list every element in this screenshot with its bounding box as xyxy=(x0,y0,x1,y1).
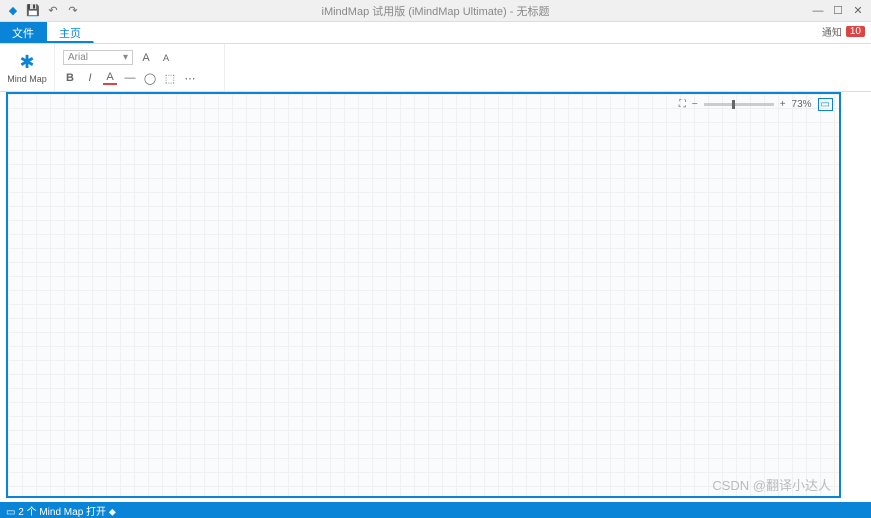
canvas[interactable]: ⛶ − + 73% ▭ xyxy=(6,92,841,498)
mindmap-icon: ✱ xyxy=(19,52,34,73)
mindmap-diagram[interactable] xyxy=(8,94,839,496)
ribbon-tabs: 文件 主页 xyxy=(0,22,871,44)
font-size-up[interactable]: A xyxy=(139,51,153,65)
font-size-down[interactable]: A xyxy=(159,51,173,65)
app-icon: ◆ xyxy=(6,4,20,18)
font-color-button[interactable]: A xyxy=(103,71,117,85)
bold-button[interactable]: B xyxy=(63,71,77,85)
shape-button[interactable]: ◯ xyxy=(143,71,157,85)
titlebar: ◆ 💾 ↶ ↷ iMindMap 试用版 (iMindMap Ultimate)… xyxy=(0,0,871,22)
tab-0[interactable]: 主页 xyxy=(47,22,94,43)
undo-icon[interactable]: ↶ xyxy=(46,4,60,18)
ribbon: ✱ Mind Map Arial▾ A A B I A — ◯ ⬚ ⋯ xyxy=(0,44,871,92)
italic-button[interactable]: I xyxy=(83,71,97,85)
notification-badge[interactable]: 通知 10 xyxy=(822,24,865,39)
status-text: ▭ 2 个 Mind Map 打开 ⬥ xyxy=(6,503,116,518)
redo-icon[interactable]: ↷ xyxy=(66,4,80,18)
mindmap-mode-button[interactable]: ✱ Mind Map xyxy=(0,44,55,91)
more-button[interactable]: ⋯ xyxy=(183,71,197,85)
font-select[interactable]: Arial▾ xyxy=(63,50,133,65)
close-button[interactable]: ✕ xyxy=(849,4,867,18)
save-icon[interactable]: 💾 xyxy=(26,4,40,18)
statusbar: ▭ 2 个 Mind Map 打开 ⬥ xyxy=(0,502,871,518)
fill-button[interactable]: ⬚ xyxy=(163,71,177,85)
tab-file[interactable]: 文件 xyxy=(0,22,47,43)
maximize-button[interactable]: ☐ xyxy=(829,4,847,18)
minimize-button[interactable]: — xyxy=(809,4,827,18)
window-title: iMindMap 试用版 (iMindMap Ultimate) - 无标题 xyxy=(0,3,871,19)
line-style-button[interactable]: — xyxy=(123,71,137,85)
